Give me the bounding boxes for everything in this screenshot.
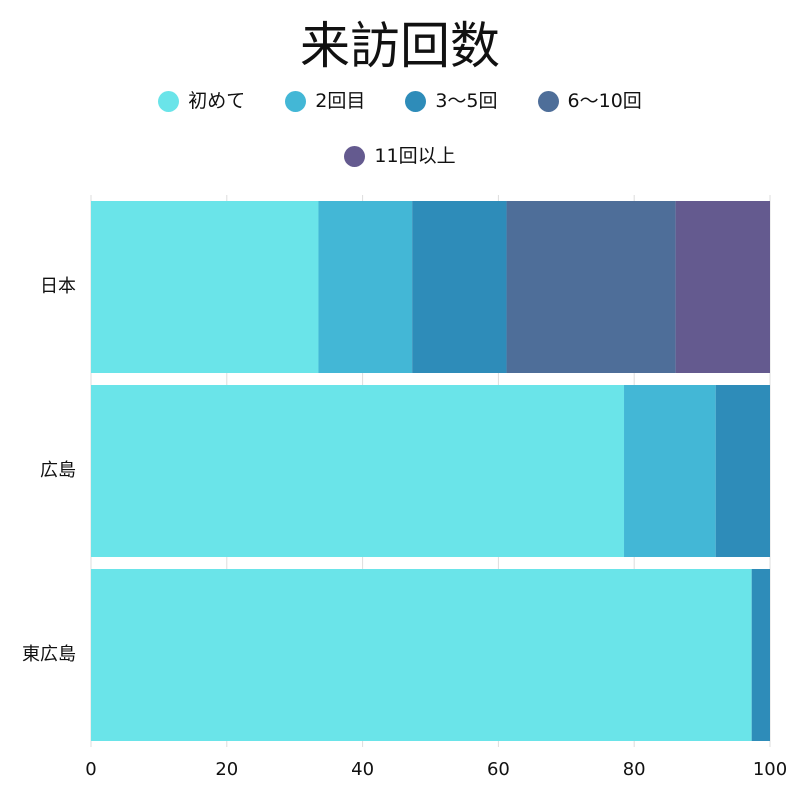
bar-segment[interactable] [624,385,716,557]
legend-label: 11回以上 [374,145,456,167]
legend-label: 3〜5回 [435,90,498,112]
legend-swatch [537,90,559,112]
x-tick-label: 20 [215,759,238,780]
legend-item-3-5-visits[interactable]: 3〜5回 [405,89,498,113]
legend: 初めて 2回目 3〜5回 6〜10回 [0,89,800,113]
bar-segment[interactable] [318,201,413,373]
legend-swatch [344,145,366,167]
y-tick-label: 広島 [40,460,76,481]
y-tick-label: 東広島 [22,644,76,665]
legend-swatch [405,90,427,112]
chart-title: 来訪回数 [300,17,500,75]
legend-swatch [158,90,180,112]
bar-segment[interactable] [412,201,507,373]
bar-segment[interactable] [91,569,752,741]
bar-segment[interactable] [675,201,770,373]
x-tick-label: 40 [351,759,374,780]
bar-segment[interactable] [715,385,770,557]
bar-segment[interactable] [91,201,319,373]
legend-swatch [285,90,307,112]
bar-segment[interactable] [751,569,770,741]
x-tick-label: 80 [623,759,646,780]
legend-item-second-visit[interactable]: 2回目 [285,89,365,113]
x-tick-label: 0 [85,759,96,780]
legend-row-second: 11回以上 [0,144,800,168]
legend-label: 6〜10回 [567,90,642,112]
y-tick-label: 日本 [40,276,76,297]
legend-item-6-10-visits[interactable]: 6〜10回 [537,89,642,113]
legend-item-11-plus-visits[interactable]: 11回以上 [344,144,456,168]
legend-item-first-visit[interactable]: 初めて [158,89,245,113]
bar-segment[interactable] [91,385,625,557]
x-tick-label: 60 [487,759,510,780]
bar-segment[interactable] [506,201,676,373]
legend-label: 初めて [188,90,246,112]
legend-label: 2回目 [315,90,366,112]
x-tick-label: 100 [753,759,787,780]
